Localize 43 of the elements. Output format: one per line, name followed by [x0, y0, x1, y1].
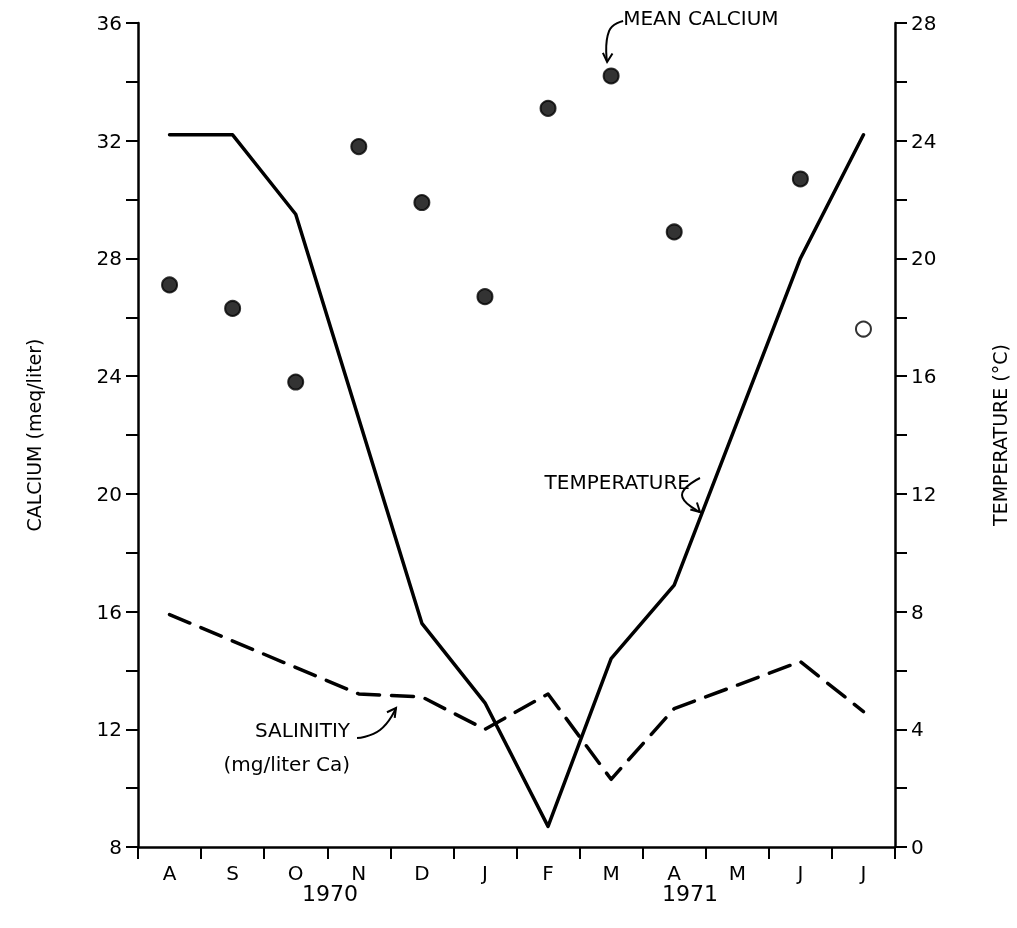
- x-tick-label: J: [858, 861, 867, 885]
- point: [665, 223, 683, 241]
- y2-tick-label: 24: [911, 128, 937, 153]
- point: [413, 194, 431, 212]
- y-tick-label: 24: [96, 364, 122, 389]
- point: [224, 299, 242, 317]
- annotation: MEAN CALCIUM: [623, 5, 779, 30]
- point: [476, 288, 494, 306]
- y-axis-title: CALCIUM (meq/liter): [22, 338, 45, 532]
- y-tick-label: 20: [96, 481, 122, 506]
- y2-tick-label: 4: [911, 717, 924, 742]
- x-tick-label: A: [162, 861, 177, 885]
- point: [539, 99, 557, 117]
- point: [602, 67, 620, 85]
- y-tick-label: 16: [96, 599, 122, 624]
- x-tick-label: M: [602, 861, 620, 885]
- x-tick-label: D: [414, 861, 430, 885]
- y-tick-label: 12: [96, 717, 122, 742]
- x-tick-label: O: [287, 861, 304, 885]
- x-tick-label: J: [480, 861, 488, 885]
- line-series: [167, 133, 866, 829]
- x-tick-label: M: [728, 861, 746, 885]
- annotation: TEMPERATURE: [543, 470, 690, 494]
- y-tick-label: 36: [96, 11, 122, 35]
- x-tick-label: S: [226, 861, 239, 885]
- point: [791, 170, 809, 188]
- point: [854, 320, 872, 338]
- point: [161, 276, 179, 294]
- point: [350, 138, 368, 156]
- y2-axis-title: TEMPERATURE (°C): [988, 344, 1011, 527]
- y2-tick-label: 20: [911, 246, 937, 271]
- x-tick-label: J: [795, 861, 804, 885]
- y-tick-label: 28: [96, 246, 122, 271]
- y2-tick-label: 0: [911, 835, 924, 859]
- y2-tick-label: 12: [911, 481, 937, 506]
- y2-tick-label: 28: [911, 11, 937, 35]
- annotation: SALINITIY (mg/liter Ca): [223, 718, 351, 776]
- y2-tick-label: 8: [911, 599, 924, 624]
- point: [287, 373, 305, 391]
- y-tick-label: 32: [96, 128, 122, 153]
- x-tick-label: F: [542, 861, 554, 885]
- y-tick-label: 8: [109, 835, 122, 859]
- y2-tick-label: 16: [911, 364, 937, 389]
